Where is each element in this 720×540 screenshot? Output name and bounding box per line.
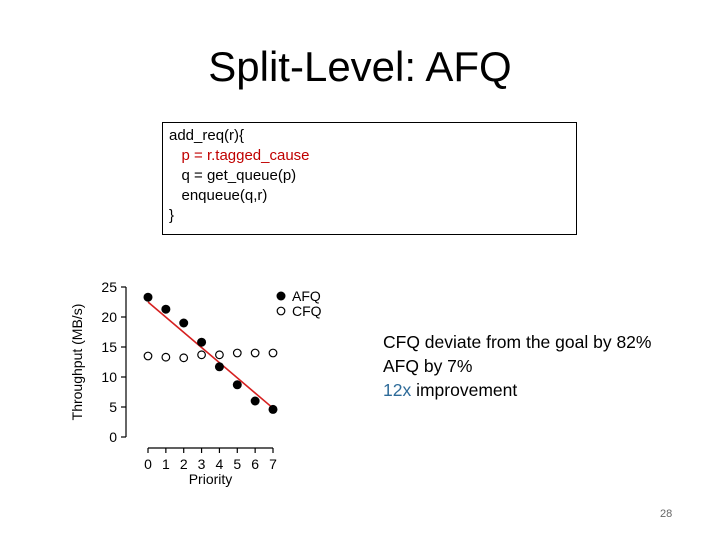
cfq-point bbox=[215, 350, 224, 360]
code-line: add_req(r){ bbox=[169, 127, 245, 144]
y-tick-label: 20 bbox=[101, 309, 117, 325]
code-line-highlighted: p = r.tagged_cause bbox=[169, 147, 310, 164]
afq-point bbox=[250, 396, 260, 406]
x-tick-label: 5 bbox=[233, 456, 241, 472]
y-tick-label: 15 bbox=[101, 339, 117, 355]
cfq-point bbox=[268, 348, 278, 358]
code-line: enqueue(q,r) bbox=[169, 187, 268, 204]
afq-point bbox=[161, 304, 171, 314]
afq-point bbox=[232, 380, 242, 390]
legend-label-cfq: CFQ bbox=[292, 303, 322, 319]
cfq-point bbox=[250, 348, 260, 358]
x-tick-label: 2 bbox=[180, 456, 188, 472]
x-tick-label: 6 bbox=[251, 456, 259, 472]
afq-point bbox=[268, 404, 278, 414]
y-axis-label: Throughput (MB/s) bbox=[69, 304, 85, 421]
x-tick-label: 7 bbox=[269, 456, 277, 472]
legend-marker-afq bbox=[276, 291, 286, 301]
note-cfq: CFQ deviate from the goal by 82% bbox=[383, 332, 652, 352]
notes: CFQ deviate from the goal by 82% AFQ by … bbox=[383, 330, 651, 402]
page-number: 28 bbox=[660, 508, 673, 520]
code-line: } bbox=[169, 207, 175, 224]
afq-point bbox=[197, 337, 207, 347]
x-tick-label: 1 bbox=[162, 456, 170, 472]
cfq-point bbox=[232, 348, 242, 358]
note-afq: AFQ by 7% bbox=[383, 356, 473, 376]
afq-point bbox=[214, 362, 224, 372]
x-axis-label: Priority bbox=[189, 471, 233, 487]
trend-layer bbox=[147, 301, 274, 409]
cfq-point bbox=[143, 351, 153, 361]
legend-label-afq: AFQ bbox=[292, 288, 321, 304]
afq-point bbox=[179, 318, 189, 328]
afq-point bbox=[143, 292, 153, 302]
points-layer bbox=[143, 292, 278, 414]
improvement-value: 12x bbox=[383, 380, 412, 400]
cfq-point bbox=[197, 350, 206, 360]
y-tick-label: 0 bbox=[109, 429, 117, 445]
code-line: q = get_queue(p) bbox=[169, 167, 297, 184]
cfq-point bbox=[179, 353, 189, 363]
note-improvement: 12x improvement bbox=[383, 378, 651, 402]
cfq-point bbox=[161, 352, 171, 362]
afq-trend-line bbox=[147, 301, 274, 409]
y-tick-label: 10 bbox=[101, 369, 117, 385]
y-tick-label: 5 bbox=[109, 399, 117, 415]
x-tick-label: 0 bbox=[144, 456, 152, 472]
improvement-label: improvement bbox=[411, 380, 518, 400]
legend-marker-cfq bbox=[276, 306, 286, 316]
x-tick-label: 4 bbox=[216, 456, 224, 472]
y-tick-label: 25 bbox=[101, 279, 117, 295]
slide-title: Split-Level: AFQ bbox=[208, 43, 512, 90]
x-tick-label: 3 bbox=[198, 456, 206, 472]
code-box: add_req(r){ p = r.tagged_cause q = get_q… bbox=[162, 122, 577, 235]
